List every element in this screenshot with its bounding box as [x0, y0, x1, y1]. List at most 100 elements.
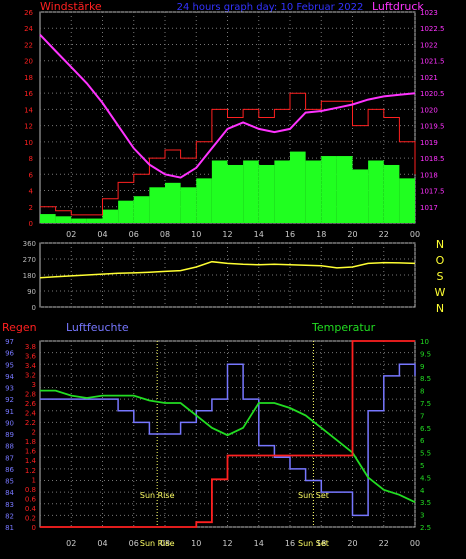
- pressure-tick-label: 1020: [420, 106, 438, 114]
- rain-tick-label: 0.2: [25, 514, 36, 522]
- rain-tick-label: 1.2: [25, 467, 36, 475]
- wind-mean-bar: [336, 156, 353, 223]
- x-tick-label: 10: [191, 539, 201, 548]
- rain-tick-label: 2.8: [25, 390, 36, 398]
- temperature-tick-label: 3.5: [420, 499, 431, 507]
- rain-tick-label: 3.6: [25, 352, 37, 360]
- wind-mean-bar: [165, 182, 181, 223]
- x-tick-label: 00: [410, 230, 420, 239]
- pressure-line: [39, 34, 416, 179]
- humidity-tick-label: 85: [5, 478, 14, 486]
- wind-mean-bar: [305, 160, 322, 223]
- wind-mean-bar: [227, 164, 244, 223]
- rain-tick-label: 3.8: [25, 343, 36, 351]
- compass-label: N: [436, 238, 444, 251]
- pressure-tick-label: 1022: [420, 41, 438, 49]
- temperature-tick-label: 7: [420, 412, 424, 420]
- humidity-tick-label: 97: [5, 338, 14, 346]
- x-tick-label: 18: [316, 230, 326, 239]
- humidity-line: [40, 363, 416, 517]
- humidity-tick-label: 95: [5, 361, 14, 369]
- pressure-tick-label: 1019: [420, 139, 438, 147]
- x-tick-label: 16: [285, 539, 295, 548]
- x-tick-label: 12: [222, 230, 232, 239]
- direction-tick-label: 270: [23, 256, 36, 264]
- sun-marker-label: Sun Set: [298, 491, 329, 500]
- rain-tick-label: 1.8: [25, 438, 36, 446]
- pressure-tick-label: 1023: [420, 9, 438, 17]
- x-tick-label: 16: [285, 230, 295, 239]
- wind-tick-label: 8: [29, 155, 33, 163]
- x-tick-label: 06: [129, 230, 139, 239]
- temperature-tick-label: 5.5: [420, 450, 431, 458]
- x-tick-label: 08: [160, 230, 170, 239]
- humidity-tick-label: 88: [5, 443, 14, 451]
- compass-label: N: [436, 302, 444, 315]
- wind-tick-label: 24: [24, 25, 33, 33]
- wind-mean-bar: [258, 164, 275, 223]
- pressure-tick-label: 1021.5: [420, 58, 445, 66]
- rain-tick-label: 0.6: [25, 495, 37, 503]
- wind-mean-bar: [86, 218, 103, 223]
- rain-title: Regen: [2, 321, 37, 334]
- compass-label: O: [436, 254, 445, 267]
- humidity-tick-label: 87: [5, 454, 14, 462]
- wind-mean-bar: [55, 216, 72, 223]
- wind-mean-bar: [274, 160, 290, 223]
- rain-tick-label: 1: [32, 476, 36, 484]
- wind-mean-bar: [40, 214, 56, 223]
- pressure-tick-label: 1022.5: [420, 25, 445, 33]
- wind-tick-label: 0: [29, 220, 33, 228]
- wind-mean-bar: [196, 178, 212, 223]
- humidity-title: Luftfeuchte: [66, 321, 129, 334]
- wind-gust-line: [40, 92, 416, 216]
- rain-tick-label: 3.2: [25, 371, 36, 379]
- pressure-tick-label: 1017.5: [420, 188, 445, 196]
- wind-mean-bar: [180, 187, 197, 223]
- rain-humidity-temperature-panel: 818283848586878889909192939495969700.20.…: [5, 338, 431, 548]
- temperature-tick-label: 8.5: [420, 375, 431, 383]
- x-tick-label: 20: [347, 539, 357, 548]
- humidity-tick-label: 86: [5, 466, 14, 474]
- x-tick-label: 22: [379, 230, 389, 239]
- direction-tick-label: 360: [23, 240, 36, 248]
- pressure-tick-label: 1019.5: [420, 123, 445, 131]
- humidity-tick-label: 89: [5, 431, 14, 439]
- compass-label: W: [435, 286, 446, 299]
- wind-mean-bar: [368, 160, 384, 223]
- wind-mean-bar: [290, 151, 306, 223]
- rain-line: [40, 340, 415, 528]
- x-tick-label: 02: [66, 539, 76, 548]
- humidity-tick-label: 92: [5, 396, 14, 404]
- wind-tick-label: 14: [24, 106, 33, 114]
- x-tick-label: 18: [316, 539, 326, 548]
- pressure-tick-label: 1020.5: [420, 90, 445, 98]
- sun-marker-bottom-label: Sun Set: [298, 539, 329, 548]
- temperature-tick-label: 9: [420, 363, 424, 371]
- pressure-tick-label: 1018: [420, 171, 438, 179]
- wind-mean-bar: [118, 200, 134, 223]
- compass-label: S: [437, 270, 444, 283]
- temperature-tick-label: 4: [420, 487, 425, 495]
- wind-tick-label: 22: [24, 41, 33, 49]
- x-tick-label: 12: [222, 539, 232, 548]
- x-tick-label: 06: [129, 539, 139, 548]
- x-tick-label: 22: [379, 539, 389, 548]
- x-tick-label: 20: [347, 230, 357, 239]
- rain-tick-label: 1.4: [25, 457, 37, 465]
- sun-marker-label: Sun Rise: [140, 491, 175, 500]
- humidity-tick-label: 90: [5, 419, 14, 427]
- temperature-tick-label: 2.5: [420, 524, 431, 532]
- pressure-title: Luftdruck: [372, 0, 424, 13]
- x-tick-label: 10: [191, 230, 201, 239]
- wind-mean-bar: [149, 187, 165, 223]
- humidity-tick-label: 96: [5, 350, 14, 358]
- temperature-tick-label: 9.5: [420, 350, 431, 358]
- sun-marker-bottom-label: Sun Rise: [140, 539, 175, 548]
- humidity-tick-label: 93: [5, 385, 14, 393]
- wind-mean-bar: [211, 160, 228, 223]
